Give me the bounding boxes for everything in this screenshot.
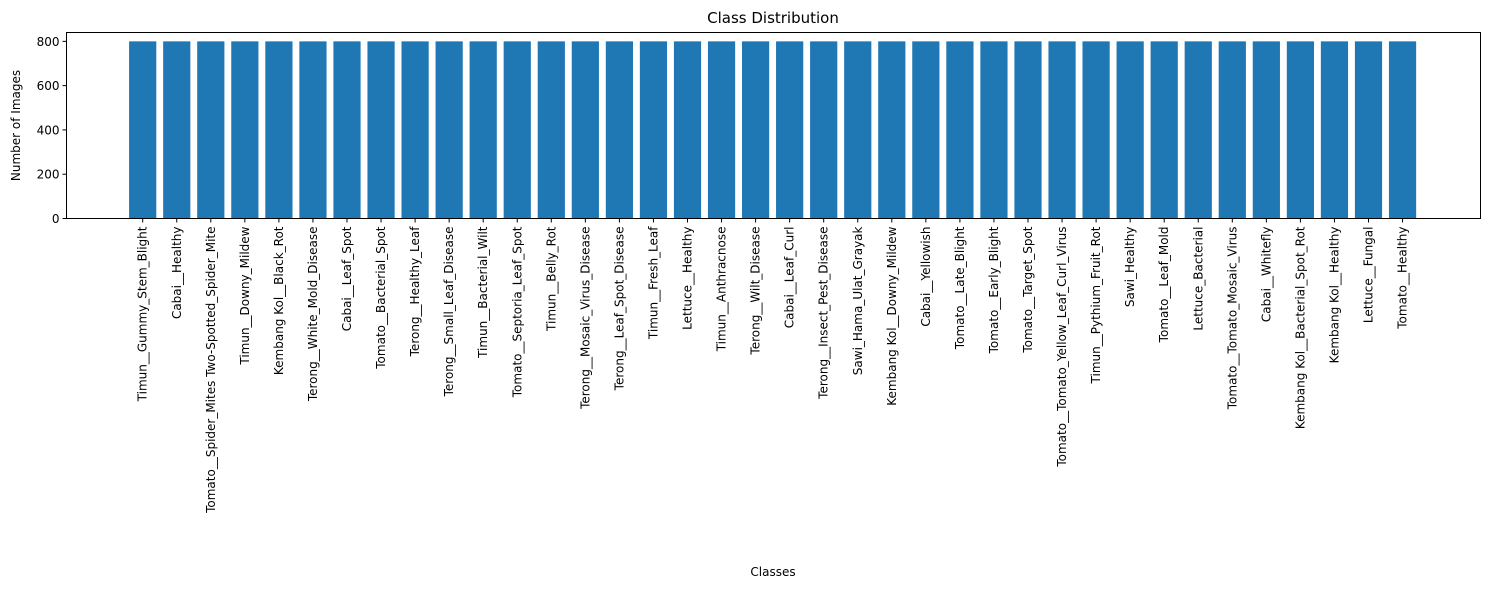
x-tick-label: Terong__Wilt_Disease xyxy=(749,227,763,356)
bar xyxy=(1252,41,1280,219)
x-tick-label: Tomato__Healthy xyxy=(1396,227,1410,330)
bar xyxy=(1116,41,1144,219)
bar xyxy=(1014,41,1042,219)
bar xyxy=(639,41,668,219)
bar xyxy=(1320,41,1349,219)
bar xyxy=(197,41,225,219)
x-tick-label: Tomato__Target_Spot xyxy=(1021,226,1035,353)
x-tick-label: Tomato__Septoria_Leaf_Spot xyxy=(510,226,524,398)
x-tick-label: Cabai__Yellowish xyxy=(919,227,933,327)
x-tick-label: Sawi_Hama_Ulat_Grayak xyxy=(851,226,865,375)
x-tick-label: Timun__Fresh_Leaf xyxy=(646,226,660,340)
y-tick-label: 800 xyxy=(37,35,60,49)
x-tick-label: Terong__Healthy_Leaf xyxy=(408,226,422,358)
bar xyxy=(129,41,157,219)
x-tick-label: Tomato__Tomato_Mosaic_Virus xyxy=(1225,227,1239,411)
y-axis: 0 200 400 600 800 xyxy=(37,35,67,226)
x-tick-label: Tomato__Leaf_Mold xyxy=(1157,227,1171,344)
bar xyxy=(1286,41,1314,219)
x-tick-label: Timun__Gummy_Stem_Blight xyxy=(136,226,150,402)
x-tick-label: Tomato__Spider_Mites Two-Spotted_Spider_… xyxy=(204,227,218,514)
x-tick-label: Tomato__Late_Blight xyxy=(953,226,967,350)
bar xyxy=(1048,41,1076,219)
x-tick-label: Timun__Bacterial_Wilt xyxy=(476,226,490,359)
y-tick-label: 400 xyxy=(37,123,60,137)
bar xyxy=(742,41,770,219)
x-tick-label: Kembang Kol__Healthy xyxy=(1327,227,1341,364)
bar xyxy=(231,41,259,219)
y-tick-label: 0 xyxy=(52,212,60,226)
bar xyxy=(810,41,838,219)
x-tick-label: Kembang Kol__Downy_Mildew xyxy=(885,226,899,405)
bar xyxy=(163,41,191,219)
x-tick-label: Timun__Downy_Mildew xyxy=(238,226,252,365)
x-axis-label: Classes xyxy=(750,565,795,579)
y-tick-label: 200 xyxy=(37,168,60,182)
x-tick-label: Timun__Anthracnose xyxy=(715,227,729,353)
bar xyxy=(776,41,804,219)
bar xyxy=(878,41,906,219)
bar xyxy=(844,41,872,219)
bar xyxy=(265,41,293,219)
bar xyxy=(1082,41,1110,219)
x-tick-label: Sawi_Healthy xyxy=(1123,227,1137,308)
chart-title: Class Distribution xyxy=(707,9,839,27)
bar xyxy=(537,41,565,219)
bar xyxy=(980,41,1008,219)
x-axis: Timun__Gummy_Stem_Blight Cabai__Healthy To… xyxy=(136,218,1410,514)
y-axis-label: Number of Images xyxy=(9,70,23,181)
x-tick-label: Kembang Kol__Bacterial_Spot_Rot xyxy=(1293,226,1307,429)
x-tick-label: Kembang Kol__Black_Rot xyxy=(272,226,286,375)
x-tick-label: Terong__White_Mold_Disease xyxy=(306,227,320,403)
bar xyxy=(333,41,361,219)
bar xyxy=(401,41,429,219)
plot-frame xyxy=(66,32,1481,219)
x-tick-label: Terong__Leaf_Spot_Disease xyxy=(612,227,626,392)
x-tick-label: Terong__Small_Leaf_Disease xyxy=(442,227,456,398)
bar xyxy=(1218,41,1246,219)
y-tick-label: 600 xyxy=(37,79,60,93)
x-tick-label: Tomato__Early_Blight xyxy=(987,226,1001,354)
x-tick-label: Terong__Insect_Pest_Disease xyxy=(817,227,831,400)
x-tick-label: Lettuce__Fungal xyxy=(1362,227,1376,324)
x-tick-label: Cabai__Leaf_Spot xyxy=(340,226,354,331)
bar xyxy=(435,41,463,219)
x-tick-label: Cabai__Whitefly xyxy=(1259,227,1273,323)
x-tick-label: Terong__Mosaic_Virus_Disease xyxy=(578,227,592,410)
bar xyxy=(299,41,327,219)
x-tick-label: Tomato__Tomato_Yellow_Leaf_Curl_Virus xyxy=(1055,227,1069,468)
x-tick-label: Timun__Pythium_Fruit_Rot xyxy=(1089,226,1103,384)
x-tick-label: Lettuce__Healthy xyxy=(681,227,695,330)
bar xyxy=(946,41,974,219)
bars-group xyxy=(129,41,1417,219)
bar xyxy=(1388,41,1417,219)
bar xyxy=(673,41,702,219)
x-tick-label: Cabai__Healthy xyxy=(170,227,184,320)
bar xyxy=(605,41,633,219)
bar xyxy=(707,41,736,219)
bar xyxy=(503,41,531,219)
x-tick-label: Tomato__Bacterial_Spot xyxy=(374,226,388,370)
bar xyxy=(912,41,940,219)
bar xyxy=(1150,41,1178,219)
bar xyxy=(469,41,497,219)
x-tick-label: Timun__Belly_Rot xyxy=(544,226,558,332)
x-tick-label: Lettuce_Bacterial xyxy=(1191,227,1205,331)
x-tick-label: Cabai__Leaf_Curl xyxy=(783,227,797,329)
bar xyxy=(367,41,395,219)
bar xyxy=(1184,41,1212,219)
bar xyxy=(571,41,599,219)
bar xyxy=(1354,41,1383,219)
